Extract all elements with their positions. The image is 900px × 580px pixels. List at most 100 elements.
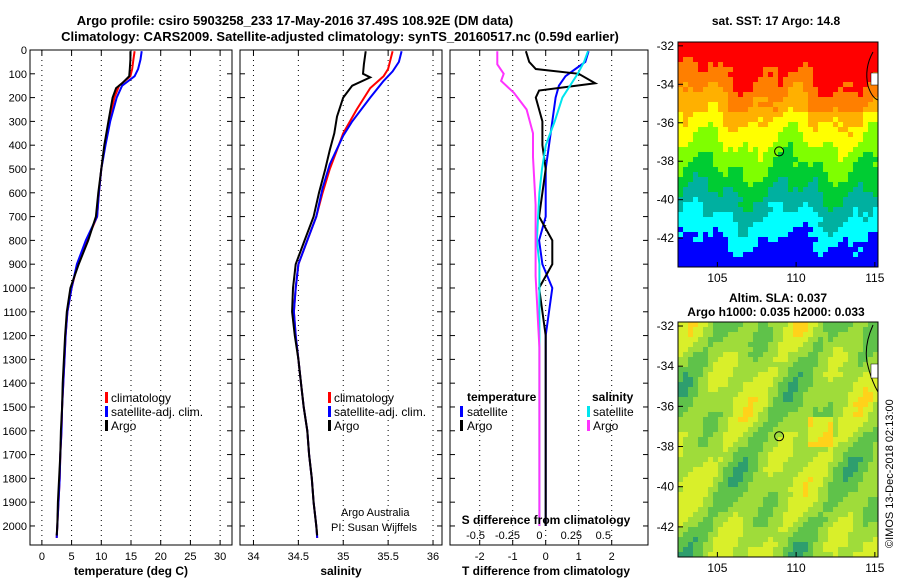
map-cell [863,212,869,218]
map-cell [818,532,824,538]
map-cell [868,52,874,58]
map-cell [718,132,724,138]
map-cell [698,352,704,358]
map-cell [818,92,824,98]
map-cell [728,147,734,153]
map-cell [693,42,699,48]
map-cell [858,352,864,358]
map-cell [713,502,719,508]
map-cell [723,417,729,423]
map-cell [843,217,849,223]
map-cell [753,507,759,513]
map-cell [798,197,804,203]
map-cell [693,537,699,543]
map-cell [838,457,844,463]
map-cell [733,492,739,498]
map-cell [678,482,684,488]
map-cell [723,202,729,208]
map-cell [788,527,794,533]
map-cell [683,107,689,113]
map-cell [858,252,864,258]
legend-swatch-t-argo [460,420,463,431]
map-cell [873,452,879,458]
map-cell [783,422,789,428]
map-cell [858,482,864,488]
map-cell [828,57,834,63]
map-cell [708,242,714,248]
map-cell [678,112,684,118]
map-cell [838,107,844,113]
map-cell [823,422,829,428]
map-cell [863,367,869,373]
map-cell [843,192,849,198]
map-cell [723,77,729,83]
map-cell [833,347,839,353]
map-cell [698,522,704,528]
map-cell [713,327,719,333]
map-cell [778,222,784,228]
map-cell [778,112,784,118]
map-cell [693,482,699,488]
map-cell [803,457,809,463]
map-cell [758,377,764,383]
map-cell [873,502,879,508]
map-cell [753,547,759,553]
map-cell [783,322,789,328]
map-cell [813,492,819,498]
map-cell [843,327,849,333]
map-cell [678,262,684,268]
map-cell [838,357,844,363]
map-cell [748,397,754,403]
map-cell [773,247,779,253]
map-cell [783,377,789,383]
map-cell [698,222,704,228]
map-cell [808,542,814,548]
map-cell [688,142,694,148]
map-cell [873,327,879,333]
map-cell [718,92,724,98]
x-tick-label: 0 [39,551,45,563]
map-cell [698,182,704,188]
map-cell [713,227,719,233]
map-cell [733,87,739,93]
map-cell [768,47,774,53]
map-cell [773,47,779,53]
map-cell [778,462,784,468]
map-cell [853,487,859,493]
map-cell [828,542,834,548]
map-cell [823,127,829,133]
map-cell [868,247,874,253]
map-cell [778,67,784,73]
map-cell [713,162,719,168]
map-cell [773,42,779,48]
map-cell [728,197,734,203]
map-cell [788,157,794,163]
map-cell [763,362,769,368]
map-cell [713,462,719,468]
map-cell [808,507,814,513]
map-cell [773,432,779,438]
map-cell [793,372,799,378]
map-cell [788,432,794,438]
map-cell [753,137,759,143]
map-cell [743,252,749,258]
map-cell [868,332,874,338]
map-cell [678,387,684,393]
map-cell [738,172,744,178]
y-tick-label: -42 [657,231,675,245]
map-cell [688,187,694,193]
map-cell [753,372,759,378]
map-cell [698,107,704,113]
map-cell [843,157,849,163]
map-cell [708,167,714,173]
map-cell [803,192,809,198]
map-cell [683,382,689,388]
map-cell [778,532,784,538]
map-cell [693,107,699,113]
map-cell [813,447,819,453]
map-cell [838,232,844,238]
map-cell [733,72,739,78]
legend-label-t-satellite: satellite [467,405,508,419]
map-cell [718,417,724,423]
map-cell [798,452,804,458]
